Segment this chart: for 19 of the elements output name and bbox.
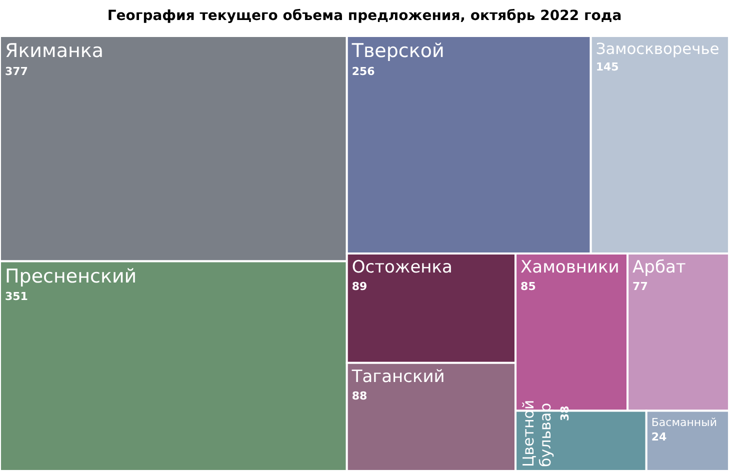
- data-label: 89: [352, 280, 368, 294]
- category-label: Пресненский: [5, 265, 137, 288]
- category-label: Таганский: [350, 366, 445, 387]
- category-label: Остоженка: [352, 258, 452, 278]
- data-label: 88: [352, 389, 368, 402]
- data-label: 377: [5, 64, 28, 78]
- category-label: Хамовники: [520, 258, 620, 278]
- category-label: Арбат: [632, 258, 686, 278]
- category-label: Тверской: [350, 40, 444, 62]
- category-label: Басманный: [651, 416, 717, 429]
- category-label: Якиманка: [5, 40, 104, 62]
- data-label: 256: [352, 64, 376, 78]
- data-label: 85: [520, 280, 536, 294]
- text: География текущего объема предложения, октябрь 2022 года: [107, 8, 622, 24]
- data-label: 351: [5, 290, 28, 304]
- category-label: Замоскворечье: [596, 40, 720, 58]
- data-label: 145: [596, 60, 619, 74]
- data-label: 24: [651, 430, 668, 444]
- data-label: 77: [632, 280, 648, 294]
